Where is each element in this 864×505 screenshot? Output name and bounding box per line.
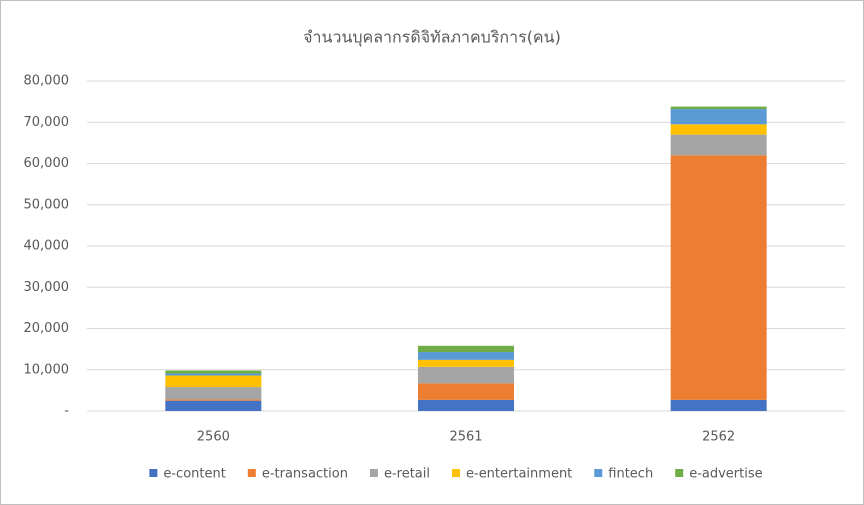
bar-segment xyxy=(417,359,515,367)
legend-swatch xyxy=(594,469,603,477)
bar-segment xyxy=(670,106,767,110)
bar-segment xyxy=(670,134,767,156)
y-tick-label: 70,000 xyxy=(24,115,70,130)
bar-segment xyxy=(417,345,515,353)
legend-label: e-transaction xyxy=(262,467,348,482)
legend-label: e-retail xyxy=(384,467,430,482)
bar-segment xyxy=(670,155,767,400)
legend-label: fintech xyxy=(608,467,653,482)
y-tick-label: 20,000 xyxy=(24,321,70,336)
bar-segment xyxy=(165,387,262,400)
legend-swatch xyxy=(149,469,158,477)
chart-title: จำนวนบุคลากรดิจิทัลภาคบริการ(คน) xyxy=(303,28,561,48)
bar-segment xyxy=(417,352,515,360)
y-tick-label: 40,000 xyxy=(24,239,70,254)
bar-segment xyxy=(165,400,262,411)
y-tick-label: 80,000 xyxy=(24,74,70,89)
bar-segment xyxy=(417,366,515,384)
bar-segment xyxy=(165,373,262,376)
bar-segment xyxy=(417,399,515,411)
x-tick-label: 2561 xyxy=(449,430,482,445)
y-tick-label: 10,000 xyxy=(24,362,70,377)
legend-label: e-advertise xyxy=(689,467,762,482)
legend-swatch xyxy=(247,469,256,477)
legend-label: e-content xyxy=(163,467,225,482)
x-tick-label: 2562 xyxy=(702,430,735,445)
bar-segment xyxy=(670,124,767,135)
y-tick-label: 30,000 xyxy=(24,280,70,295)
bar-segment xyxy=(165,375,262,388)
bar-segment xyxy=(670,109,767,125)
legend-label: e-entertainment xyxy=(466,467,572,482)
y-tick-label: 50,000 xyxy=(24,197,70,212)
y-tick-label: 60,000 xyxy=(24,156,70,171)
y-tick-label: - xyxy=(64,404,69,419)
legend-swatch xyxy=(452,469,460,477)
bar-segment xyxy=(165,370,262,374)
bar-segment xyxy=(165,399,262,401)
bar-segment xyxy=(417,383,515,400)
x-tick-label: 2560 xyxy=(197,430,230,445)
bar-segment xyxy=(670,399,767,411)
legend-swatch xyxy=(369,469,378,477)
legend-swatch xyxy=(675,469,684,477)
